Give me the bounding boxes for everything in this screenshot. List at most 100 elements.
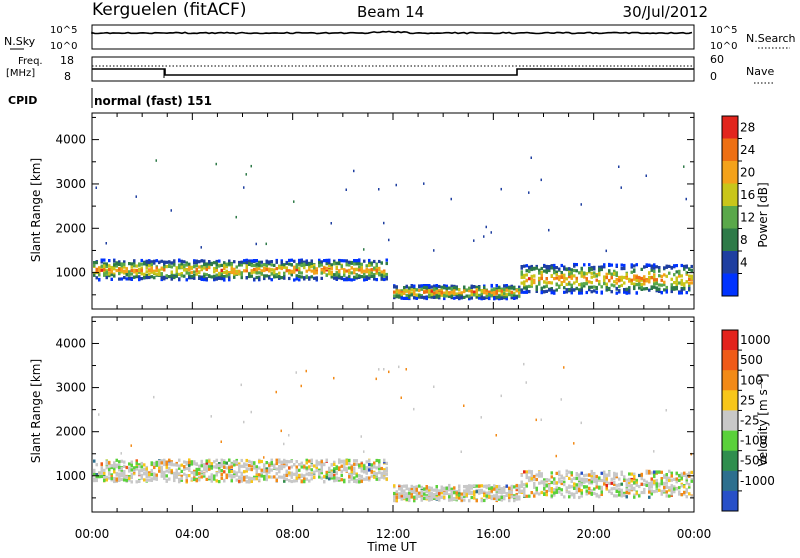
power-echo-cell bbox=[115, 264, 118, 268]
power-echo-cell bbox=[433, 249, 435, 252]
velocity-echo-cell bbox=[555, 490, 558, 494]
velocity-echo-cell bbox=[383, 468, 386, 472]
power-echo-cell bbox=[675, 270, 678, 274]
velocity-echo-cell bbox=[618, 490, 621, 494]
velocity-echo-cell bbox=[313, 475, 316, 480]
velocity-echo-cell bbox=[143, 467, 146, 471]
velocity-echo-cell bbox=[620, 472, 623, 476]
power-echo-cell bbox=[125, 273, 128, 277]
power-echo-cell bbox=[320, 276, 323, 280]
velocity-echo-cell bbox=[503, 488, 506, 492]
power-echo-cell bbox=[615, 291, 618, 295]
velocity-echo-cell bbox=[240, 476, 243, 480]
velocity-echo-cell bbox=[100, 462, 103, 466]
velocity-echo-cell bbox=[560, 474, 563, 478]
power-echo-cell bbox=[458, 294, 461, 298]
velocity-echo-cell bbox=[193, 475, 196, 480]
power-echo-cell bbox=[635, 283, 638, 287]
power-echo-cell bbox=[545, 277, 548, 281]
power-echo-cell bbox=[155, 266, 158, 270]
velocity-echo-cell bbox=[260, 468, 263, 472]
power-echo-cell bbox=[603, 282, 606, 286]
power-echo-cell bbox=[313, 266, 316, 270]
velocity-echo-cell bbox=[510, 495, 513, 499]
power-echo-cell bbox=[273, 275, 276, 279]
power-echo-cell bbox=[670, 266, 673, 270]
velocity-echo-cell bbox=[655, 489, 658, 493]
power-echo-cell bbox=[543, 269, 546, 273]
power-echo-cell bbox=[575, 276, 578, 280]
velocity-echo-cell bbox=[643, 482, 646, 486]
velocity-echo-cell bbox=[255, 465, 258, 469]
velocity-echo-cell bbox=[108, 471, 111, 475]
power-echo-cell bbox=[605, 272, 608, 276]
power-echo-cell bbox=[378, 259, 381, 264]
power-echo-cell bbox=[118, 260, 121, 264]
nave-tick-bottom: 0 bbox=[710, 70, 717, 83]
power-echo-cell bbox=[433, 285, 436, 289]
velocity-echo-cell bbox=[225, 475, 228, 480]
velocity-echo-cell bbox=[570, 478, 573, 482]
power-echo-cell bbox=[363, 259, 366, 263]
power-echo-cell bbox=[463, 295, 466, 299]
velocity-echo-cell bbox=[443, 495, 446, 499]
velocity-echo-cell bbox=[360, 474, 363, 479]
velocity-echo-cell bbox=[663, 474, 666, 478]
velocity-echo-cell bbox=[205, 477, 208, 481]
velocity-echo-cell bbox=[303, 465, 306, 469]
power-echo-cell bbox=[380, 261, 383, 265]
velocity-echo-cell bbox=[148, 478, 151, 482]
power-echo-cell bbox=[105, 274, 108, 278]
power-echo-cell bbox=[323, 267, 326, 271]
power-echo-cell bbox=[145, 259, 148, 263]
power-echo-cell bbox=[198, 270, 201, 274]
velocity-echo-cell bbox=[333, 460, 336, 464]
power-echo-cell bbox=[293, 259, 296, 263]
power-echo-cell bbox=[598, 280, 601, 284]
power-echo-cell bbox=[550, 288, 553, 292]
velocity-echo-cell bbox=[448, 483, 451, 488]
velocity-echo-cell bbox=[580, 489, 583, 493]
power-echo-cell bbox=[485, 296, 488, 300]
velocity-echo-cell bbox=[683, 485, 686, 489]
power-echo-cell bbox=[520, 290, 523, 294]
power-colorbar-swatch bbox=[722, 251, 738, 274]
power-echo-cell bbox=[565, 277, 568, 281]
power-echo-cell bbox=[468, 294, 471, 298]
velocity-echo-cell bbox=[550, 471, 553, 475]
velocity-echo-cell bbox=[293, 479, 296, 483]
power-echo-cell bbox=[295, 274, 298, 278]
power-echo-cell bbox=[258, 260, 261, 264]
power-echo-cell bbox=[588, 280, 591, 284]
power-echo-cell bbox=[123, 269, 126, 273]
power-echo-cell bbox=[575, 286, 578, 291]
velocity-echo-cell bbox=[368, 466, 371, 470]
velocity-echo-cell bbox=[155, 463, 158, 467]
velocity-echo-cell bbox=[678, 473, 681, 478]
power-echo-cell bbox=[460, 295, 463, 300]
power-echo-cell bbox=[610, 276, 613, 280]
velocity-echo-cell bbox=[275, 478, 278, 482]
velocity-echo-cell bbox=[305, 461, 308, 465]
velocity-echo-cell bbox=[428, 496, 431, 500]
velocity-echo-cell bbox=[658, 488, 661, 492]
velocity-echo-cell bbox=[170, 461, 173, 465]
velocity-echo-cell bbox=[303, 474, 306, 478]
velocity-echo-cell bbox=[663, 485, 666, 490]
velocity-echo-cell bbox=[670, 478, 673, 482]
power-echo-cell bbox=[623, 288, 626, 292]
power-echo-cell bbox=[193, 270, 196, 274]
velocity-echo-cell bbox=[518, 495, 521, 499]
power-echo-cell bbox=[633, 264, 636, 268]
power-echo-cell bbox=[320, 260, 323, 264]
velocity-echo-cell bbox=[578, 489, 581, 493]
power-echo-cell bbox=[428, 284, 431, 288]
velocity-echo-cell bbox=[640, 490, 643, 495]
velocity-echo-cell bbox=[238, 476, 241, 480]
velocity-echo-cell bbox=[485, 494, 488, 498]
power-echo-cell bbox=[148, 259, 151, 263]
velocity-echo-cell bbox=[475, 490, 478, 494]
velocity-echo-cell bbox=[590, 469, 593, 474]
velocity-echo-cell bbox=[455, 491, 458, 495]
velocity-echo-cell bbox=[260, 471, 263, 475]
